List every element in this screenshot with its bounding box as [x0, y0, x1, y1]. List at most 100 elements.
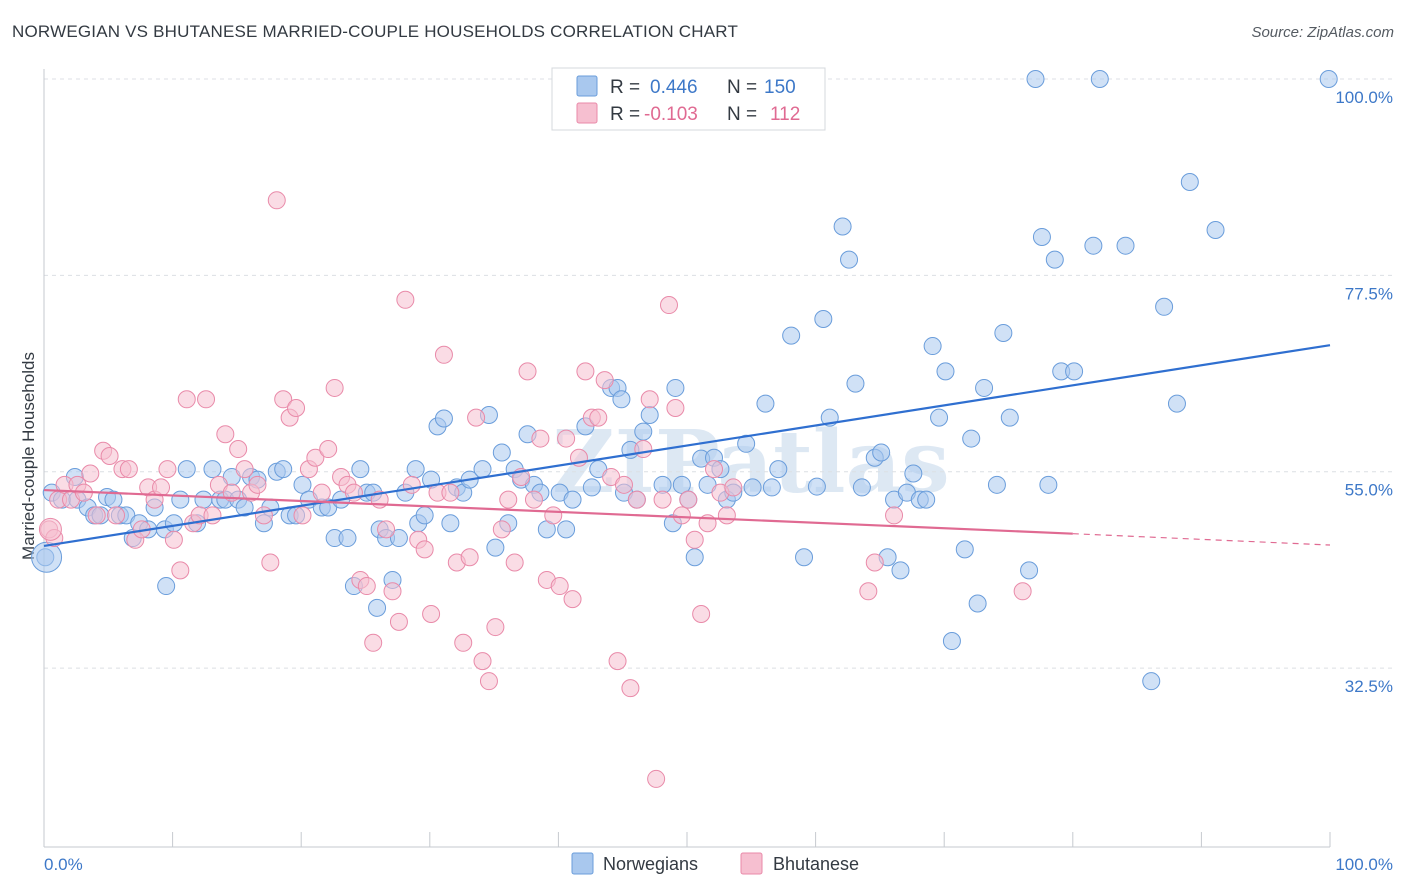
bhutanese-point	[679, 490, 698, 509]
bhutanese-point	[402, 475, 421, 494]
bhutanese-point	[267, 191, 286, 210]
bhutanese-point	[486, 618, 505, 637]
chart-title: NORWEGIAN VS BHUTANESE MARRIED-COUPLE HO…	[12, 22, 739, 41]
bhutanese-point	[325, 378, 344, 397]
bhutanese-point	[383, 582, 402, 601]
norwegian-point	[486, 538, 505, 557]
bottom-legend: Norwegians Bhutanese	[571, 852, 859, 875]
norwegian-point	[1167, 394, 1186, 413]
norwegian-point	[852, 478, 871, 497]
norwegian-point	[171, 490, 190, 509]
bottom-legend-norwegians-label: Norwegians	[603, 854, 698, 874]
norwegian-point	[1180, 172, 1199, 191]
bhutanese-point	[627, 490, 646, 509]
bhutanese-point	[550, 577, 569, 596]
grid	[44, 78, 1393, 669]
source-label: Source: ZipAtlas.com	[1251, 24, 1394, 41]
norwegians-r-value: 0.446	[650, 77, 698, 98]
bhutanese-point	[287, 399, 306, 418]
norwegian-point	[157, 577, 176, 596]
norwegian-point	[1045, 250, 1064, 269]
bhutanese-point	[100, 447, 119, 466]
bhutanese-point	[659, 296, 678, 315]
norwegian-point	[1206, 220, 1225, 239]
bhutanese-trend-line-extension	[1072, 533, 1331, 546]
bhutanese-point	[460, 548, 479, 567]
bhutanese-point	[518, 362, 537, 381]
norwegians-points	[31, 70, 1338, 691]
bhutanese-point	[229, 440, 248, 459]
bhutanese-point	[724, 478, 743, 497]
norwegian-point	[756, 394, 775, 413]
bhutanese-point	[216, 425, 235, 444]
bhutanese-point	[544, 506, 563, 525]
bhutanese-point	[107, 506, 126, 525]
norwegian-point	[994, 323, 1013, 342]
bhutanese-point	[524, 490, 543, 509]
bhutanese-point	[454, 633, 473, 652]
y-tick-label: 32.5%	[1345, 677, 1393, 696]
bhutanese-point	[261, 553, 280, 572]
bhutanese-point	[319, 440, 338, 459]
norwegian-point	[203, 460, 222, 479]
bhutanese-point	[306, 448, 325, 467]
norwegian-point	[612, 390, 631, 409]
bhutanese-point	[499, 490, 518, 509]
norwegian-point	[1142, 672, 1161, 691]
bhutanese-point	[614, 475, 633, 494]
norwegian-point	[942, 632, 961, 651]
norwegian-point	[743, 478, 762, 497]
bhutanese-point	[885, 506, 904, 525]
norwegian-point	[1319, 70, 1338, 88]
norwegian-point	[807, 477, 826, 496]
norwegians-trend-line	[43, 344, 1331, 547]
norwegian-point	[1020, 561, 1039, 580]
norwegian-point	[666, 378, 685, 397]
bhutanese-point	[640, 390, 659, 409]
norwegian-point	[1084, 236, 1103, 255]
norwegian-point	[415, 506, 434, 525]
norwegian-point	[557, 520, 576, 539]
bhutanese-point	[621, 679, 640, 698]
bhutanese-n-value: 112	[770, 104, 800, 125]
norwegian-point	[923, 337, 942, 356]
bhutanese-point	[467, 408, 486, 427]
bhutanese-point	[653, 490, 672, 509]
bhutanese-point	[647, 769, 666, 788]
norwegian-point	[968, 594, 987, 613]
norwegian-point	[1155, 297, 1174, 316]
y-tick-label: 77.5%	[1345, 284, 1393, 303]
norwegians-n-label: N =	[727, 77, 757, 98]
norwegian-point	[441, 514, 460, 533]
bhutanese-point	[177, 390, 196, 409]
bhutanese-point	[254, 506, 273, 525]
bhutanese-point	[312, 483, 331, 502]
bhutanese-point	[81, 464, 100, 483]
bhutanese-point	[274, 390, 293, 409]
bhutanese-point	[576, 362, 595, 381]
bhutanese-point	[1013, 582, 1032, 601]
norwegian-point	[274, 460, 293, 479]
bhutanese-point	[634, 440, 653, 459]
bhutanese-point	[434, 345, 453, 364]
norwegian-point	[582, 478, 601, 497]
norwegian-point	[1116, 236, 1135, 255]
stats-legend: R = 0.446 N = 150 R = -0.103 N = 112	[551, 67, 826, 131]
bhutanese-n-label: N =	[727, 104, 757, 125]
norwegian-point	[930, 408, 949, 427]
bhutanese-point	[492, 520, 511, 539]
norwegian-point	[685, 548, 704, 567]
norwegian-point	[293, 475, 312, 494]
norwegian-point	[563, 490, 582, 509]
norwegian-point	[640, 406, 659, 424]
norwegian-point	[769, 460, 788, 479]
y-tick-labels: 32.5% 55.0% 77.5% 100.0%	[1335, 88, 1393, 696]
bhutanese-point	[87, 506, 106, 525]
norwegian-point	[389, 529, 408, 548]
bhutanese-point	[119, 460, 138, 479]
norwegian-point	[434, 409, 453, 428]
bottom-legend-norwegians-swatch	[571, 852, 594, 875]
bhutanese-point	[865, 553, 884, 572]
bhutanese-point	[441, 483, 460, 502]
